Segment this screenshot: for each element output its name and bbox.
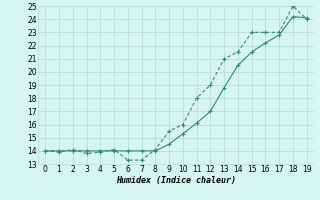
X-axis label: Humidex (Indice chaleur): Humidex (Indice chaleur) [116, 176, 236, 185]
